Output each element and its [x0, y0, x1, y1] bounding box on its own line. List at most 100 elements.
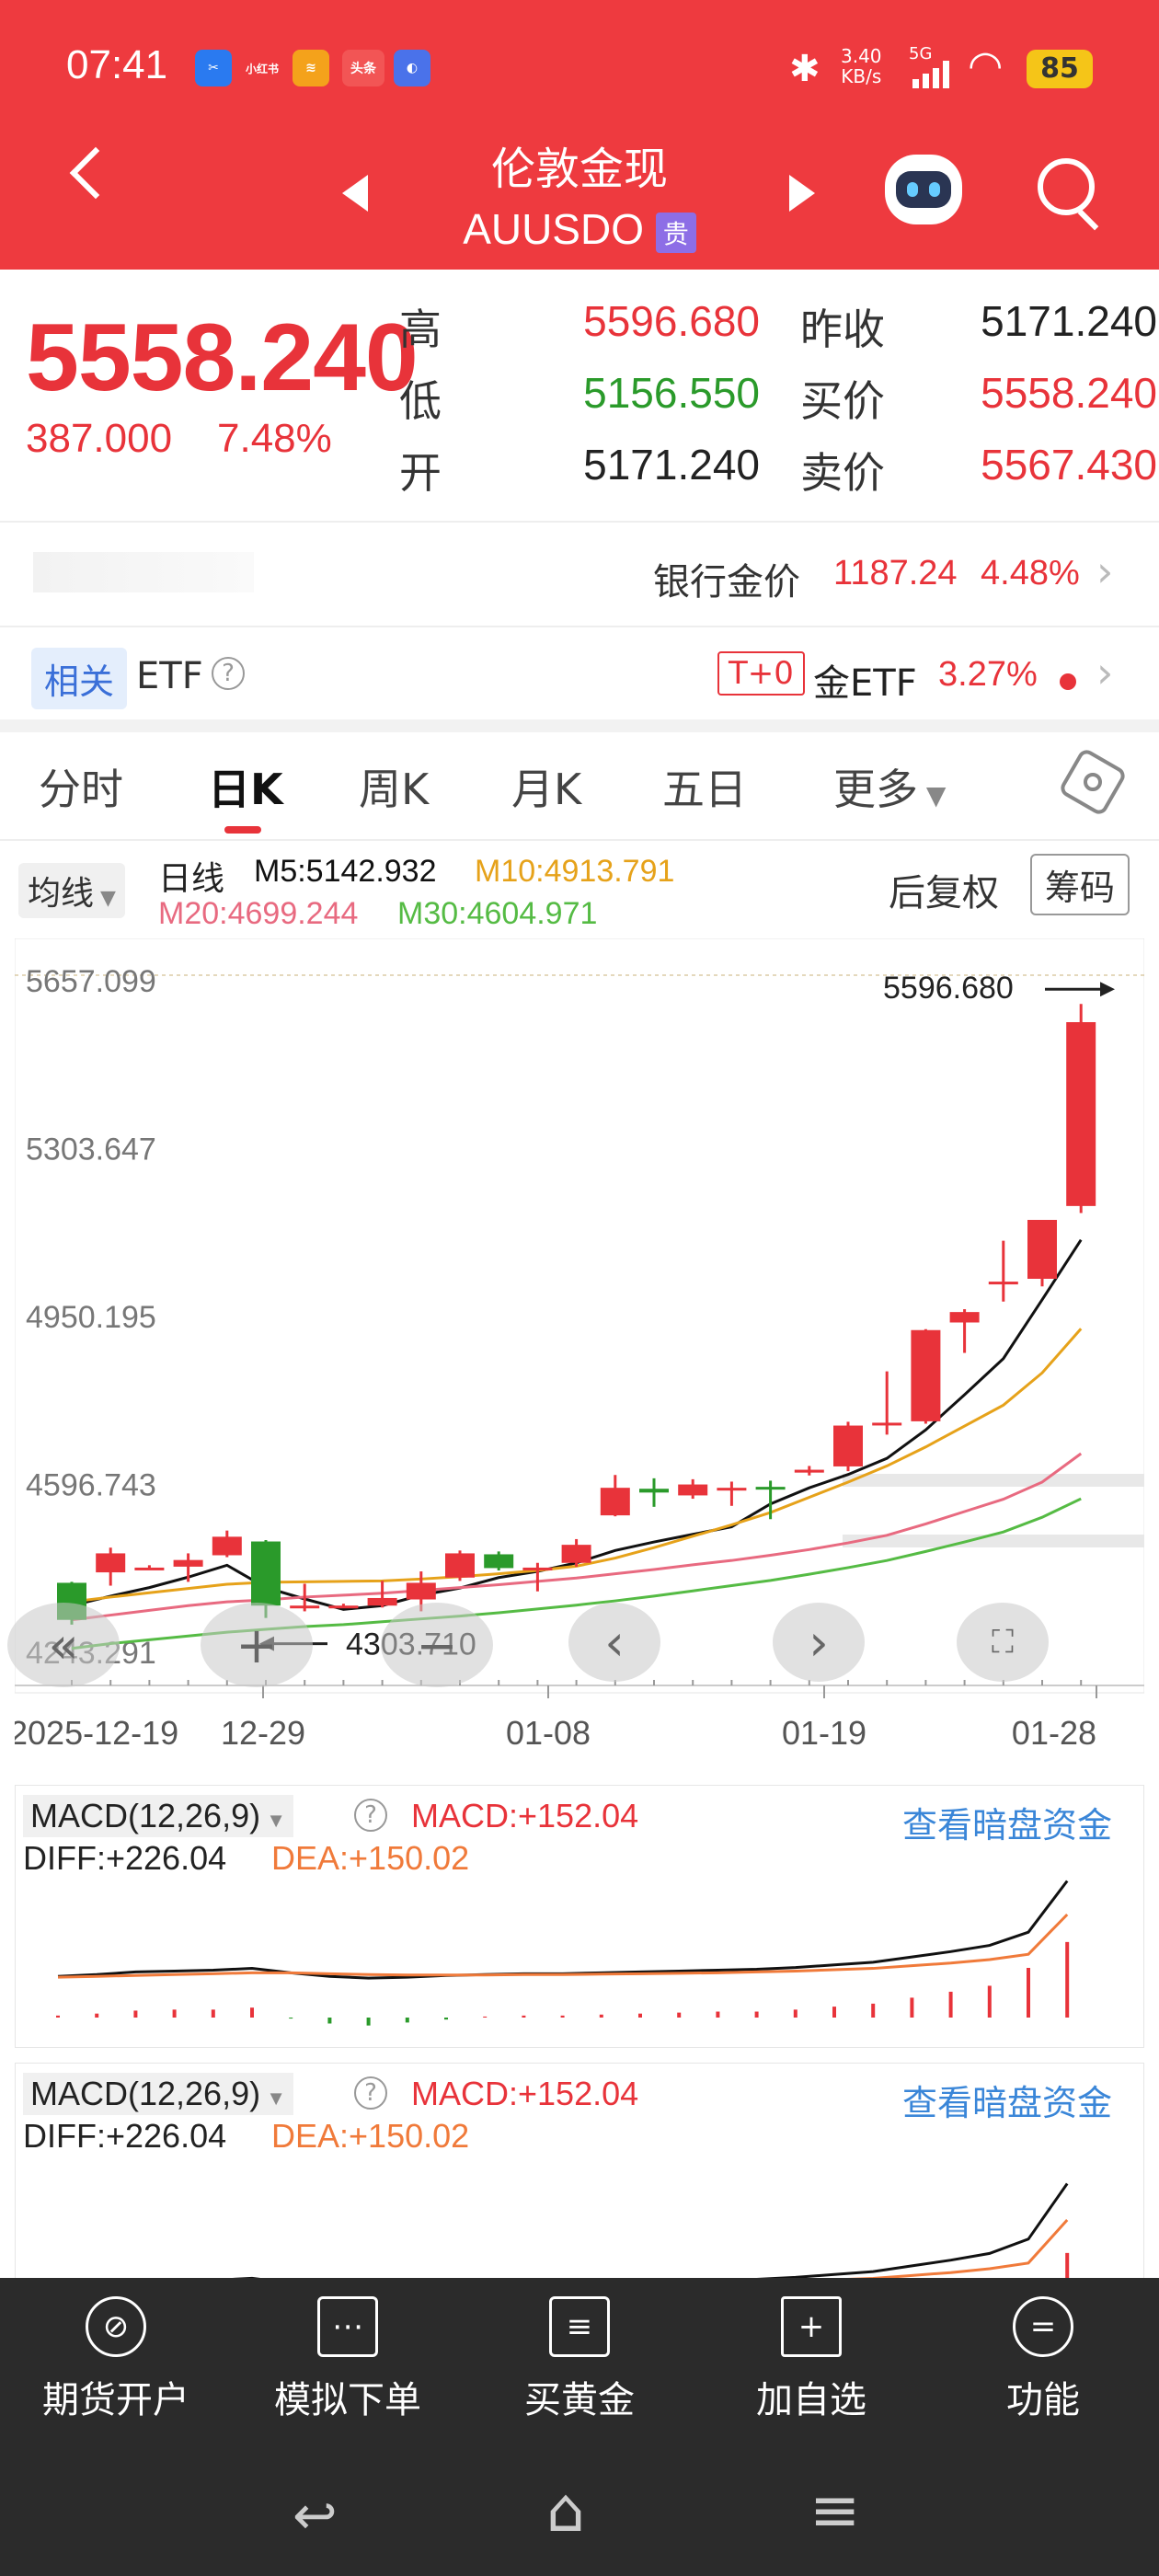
- help-icon[interactable]: ?: [212, 657, 245, 690]
- candle-body: [406, 1582, 436, 1600]
- toutiao-icon: 头条: [342, 50, 384, 86]
- caret-down-icon: ▼: [918, 780, 947, 811]
- gold-etf-pct: 3.27%: [938, 655, 1038, 694]
- app-icon-5: ◐: [394, 50, 430, 86]
- y-tick-label: 4596.743: [26, 1468, 156, 1503]
- macd-selector[interactable]: MACD(12,26,9) ▼: [23, 2073, 293, 2115]
- back-icon[interactable]: [69, 146, 122, 200]
- candle-body: [561, 1545, 591, 1563]
- tab-five-day[interactable]: 五日: [662, 765, 747, 814]
- candle-body: [717, 1488, 747, 1491]
- ma-selector[interactable]: 均线 ▼: [18, 863, 125, 918]
- bank-gold-label: 银行金价: [653, 561, 800, 604]
- signal-label: 5G: [909, 44, 933, 63]
- functions-icon: =: [1013, 2296, 1073, 2357]
- top-header: 07:41 ✂ 小红书 ≋ 头条 ◐ ✱ 3.40 KB/s 5G ◠ 85 伦敦…: [0, 0, 1159, 270]
- x-tick-label: 12-29: [221, 1714, 305, 1748]
- macd-selector-label: MACD(12,26,9): [30, 1797, 261, 1834]
- candlestick-chart[interactable]: 5657.0995303.6474950.1954596.7434243.291…: [15, 938, 1144, 1748]
- diff-line: [57, 2182, 1069, 2291]
- change-amount: 387.000: [26, 416, 173, 461]
- prev-close-value: 5171.240: [981, 297, 1157, 345]
- candle-body: [251, 1541, 281, 1606]
- candle-body: [872, 1422, 902, 1426]
- adjust-button[interactable]: 后复权: [889, 872, 999, 914]
- nav-simulated-order[interactable]: ⋯ 模拟下单: [256, 2296, 440, 2423]
- diff-value: DIFF:+226.04: [23, 2117, 227, 2155]
- robot-assistant-icon[interactable]: [885, 155, 962, 224]
- candle-body: [600, 1488, 630, 1516]
- candle-body: [367, 1597, 397, 1606]
- candle-body: [212, 1536, 242, 1556]
- macd-selector-label: MACD(12,26,9): [30, 2075, 261, 2112]
- next-instrument-icon[interactable]: [789, 175, 815, 212]
- open-label: 开: [399, 448, 442, 498]
- zoom-out-icon[interactable]: −: [381, 1603, 493, 1687]
- divider: [0, 521, 1159, 523]
- dea-line: [57, 1913, 1069, 1979]
- tab-timeshare[interactable]: 分时: [39, 765, 123, 814]
- tab-more[interactable]: 更多 ▼: [833, 756, 946, 817]
- scroll-right-icon[interactable]: ›: [773, 1603, 865, 1682]
- candle-body: [755, 1487, 786, 1490]
- t0-tag: T+0: [717, 651, 805, 696]
- dea-value: DEA:+150.02: [271, 2117, 470, 2155]
- dea-value: DEA:+150.02: [271, 1839, 470, 1877]
- y-tick-label: 5657.099: [26, 964, 156, 999]
- dark-pool-link[interactable]: 查看暗盘资金: [902, 2083, 1113, 2123]
- high-value: 5596.680: [583, 297, 760, 345]
- tab-weekly-k[interactable]: 周K: [359, 765, 430, 814]
- candle-body: [445, 1553, 475, 1578]
- fullscreen-icon[interactable]: ⛶: [957, 1603, 1049, 1682]
- candle-body: [96, 1553, 126, 1573]
- max-arrow-head: [1100, 982, 1115, 997]
- gold-etf-label: 金ETF: [813, 662, 917, 705]
- nav-add-watchlist[interactable]: + 加自选: [719, 2296, 903, 2423]
- net-speed: 3.40 KB/s: [841, 45, 882, 87]
- etf-row[interactable]: 相关 ETF ? T+0 金ETF 3.27% ›: [0, 635, 1159, 727]
- zoom-in-icon[interactable]: +: [201, 1603, 313, 1687]
- bank-gold-price: 1187.24: [833, 554, 958, 592]
- system-menu-icon[interactable]: ≡: [809, 2475, 861, 2546]
- x-tick-label: 01-19: [782, 1714, 866, 1748]
- system-home-icon[interactable]: ⌂: [546, 2475, 585, 2546]
- macd-panel-1: MACD(12,26,9) ▼ ? MACD:+152.04 查看暗盘资金 DI…: [15, 1785, 1144, 2048]
- low-value: 5156.550: [583, 369, 760, 417]
- chips-button[interactable]: 筹码: [1030, 854, 1130, 915]
- gray-band: [843, 1535, 1144, 1547]
- nav-futures-account[interactable]: ⊘ 期货开户: [24, 2296, 208, 2423]
- prev-instrument-icon[interactable]: [342, 175, 368, 212]
- battery-indicator: 85: [1027, 50, 1093, 88]
- nav-label: 期货开户: [42, 2379, 189, 2421]
- max-price-label: 5596.680: [883, 971, 1014, 1006]
- scroll-left-fast-icon[interactable]: «: [7, 1603, 120, 1687]
- search-icon[interactable]: [1038, 158, 1095, 215]
- nav-buy-gold[interactable]: ≡ 买黄金: [488, 2296, 671, 2423]
- scroll-left-icon[interactable]: ‹: [568, 1603, 660, 1682]
- status-time: 07:41: [66, 42, 168, 87]
- signal-icon: [912, 61, 953, 88]
- candle-body: [949, 1312, 980, 1323]
- system-back-icon[interactable]: ↩: [293, 2484, 338, 2547]
- help-icon[interactable]: ?: [354, 2076, 387, 2110]
- candle-body: [328, 1605, 359, 1609]
- simulated-order-icon: ⋯: [317, 2296, 378, 2357]
- low-label: 低: [399, 376, 442, 426]
- open-value: 5171.240: [583, 441, 760, 489]
- nav-functions[interactable]: = 功能: [951, 2296, 1135, 2423]
- period-label: 日线: [158, 860, 225, 898]
- tab-monthly-k[interactable]: 月K: [511, 765, 582, 814]
- bank-gold-row[interactable]: 银行金价 1187.24 4.48% ›: [0, 534, 1159, 626]
- tab-daily-k[interactable]: 日K: [208, 765, 283, 814]
- candle-body: [1066, 1022, 1096, 1206]
- x-tick-label: 01-08: [506, 1714, 591, 1748]
- etf-label: ETF: [136, 655, 203, 697]
- add-watchlist-icon: +: [781, 2296, 842, 2357]
- bottom-navigation: [0, 2278, 1159, 2576]
- candle-body: [484, 1554, 514, 1569]
- nav-label: 买黄金: [524, 2379, 635, 2421]
- chevron-right-icon: ›: [1096, 546, 1114, 596]
- dark-pool-link[interactable]: 查看暗盘资金: [902, 1805, 1113, 1846]
- help-icon[interactable]: ?: [354, 1799, 387, 1832]
- macd-selector[interactable]: MACD(12,26,9) ▼: [23, 1795, 293, 1837]
